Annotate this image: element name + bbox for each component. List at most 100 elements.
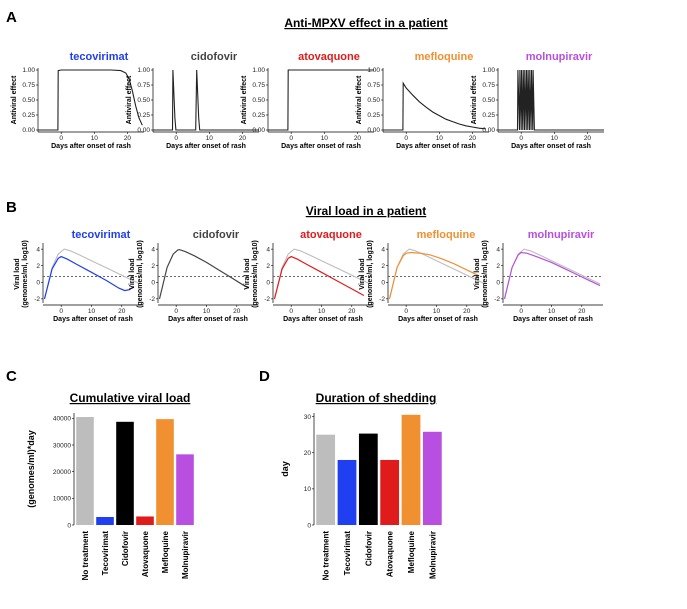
x-axis-label: Days after onset of rash [51,143,131,150]
category-label: Mefloquine [161,530,170,573]
x-axis-label: Days after onset of rash [396,143,476,150]
bar-molnupiravir [176,454,194,525]
bar-no-treatment [316,434,336,525]
y-tick-label: 0.00 [367,127,380,134]
y-tick-label: 2 [36,263,40,270]
y-axis-label-line1: Viral load [359,258,366,289]
x-axis-label: Days after onset of rash [511,143,591,150]
drug-title-b-atovaquone: atovaquone [300,229,362,241]
panel-c-chart: 0 10000 20000 30000 40000 (genomes/ml)*day No … [26,413,194,580]
series-line-cidofovir [153,69,259,131]
y-tick-label: 0.00 [137,127,150,134]
y-axis-label-line2: (genomes/ml, log10) [252,240,259,308]
y-tick-label: -2 [264,296,270,303]
category-label: Tecovirimat [101,531,110,576]
y-axis-label-line2: (genomes/ml, log10) [482,240,489,308]
y-tick-label: 0.75 [367,82,380,89]
x-tick-label: 10 [436,135,444,142]
x-axis-label: Days after onset of rash [53,316,133,323]
drug-title-a-atovaquone: atovaquone [298,51,360,63]
x-tick-label: 0 [59,308,63,315]
x-tick-label: 10 [321,135,329,142]
category-label: Mefloquine [407,530,416,573]
y-axis-label: Antiviral effect [126,75,133,124]
panel-c-title: Cumulative viral load [70,391,191,405]
category-label: Cidofovir [121,531,130,566]
y-axis-label-line1: Viral load [14,258,21,289]
y-tick-label: 0 [67,522,71,529]
x-tick-label: 10 [206,135,214,142]
x-tick-label: 0 [519,308,523,315]
no-treatment-line [273,248,371,300]
x-tick-label: 20 [118,308,126,315]
drug-title-b-tecovirimat: tecovirimat [72,229,131,241]
y-tick-label: 0.25 [367,112,380,119]
x-tick-label: 0 [59,135,63,142]
y-tick-label: 10 [304,486,312,493]
x-tick-label: 10 [318,308,326,315]
y-tick-label: 0.25 [137,112,150,119]
y-tick-label: 4 [36,246,40,253]
bar-no-treatment [76,417,94,525]
bar-mefloquine [401,414,421,525]
category-label: Molnupiravir [181,531,190,579]
y-tick-label: 0.75 [482,82,495,89]
bar-atovaquone [136,516,154,525]
y-tick-label: 4 [266,246,270,253]
series-line-molnupiravir [503,251,601,300]
no-treatment-line [503,248,601,300]
y-tick-label: -2 [494,296,500,303]
x-axis-label: Days after onset of rash [513,316,593,323]
x-axis-label: Days after onset of rash [398,316,478,323]
x-tick-label: 20 [469,135,477,142]
series-line-molnupiravir [498,69,604,131]
category-label: Tecovirimat [343,531,352,576]
x-tick-label: 20 [463,308,471,315]
no-treatment-line [43,248,141,300]
bar-molnupiravir [422,431,442,525]
x-tick-label: 0 [519,135,523,142]
y-tick-label: 4 [496,246,500,253]
x-axis-label: Days after onset of rash [166,143,246,150]
y-tick-label: 30000 [53,442,71,449]
y-axis-label: Antiviral effect [356,75,363,124]
bar-tecovirimat [337,459,357,525]
y-tick-label: 0.75 [22,82,35,89]
y-tick-label: 1.00 [137,67,150,74]
panel-letter-b: B [6,199,17,216]
category-label: No treatment [322,531,331,581]
y-tick-label: 2 [381,263,385,270]
y-tick-label: 1.00 [252,67,265,74]
y-axis-label-line2: (genomes/ml, log10) [367,240,374,308]
x-tick-label: 10 [88,308,96,315]
drug-title-a-mefloquine: mefloquine [415,51,474,63]
x-tick-label: 20 [124,135,132,142]
y-tick-label: 4 [151,246,155,253]
y-tick-label: 0.50 [367,97,380,104]
y-axis-label: (genomes/ml)*day [26,430,36,508]
panel-d-chart: 0 10 20 30 day No treatment Tecovirimat Cidofov… [280,413,442,580]
bar-tecovirimat [96,517,114,525]
y-tick-label: 0.00 [482,127,495,134]
panel-a-title: Anti-MPXV effect in a patient [284,16,447,30]
y-tick-label: 0.00 [252,127,265,134]
y-tick-label: 2 [151,263,155,270]
series-line-mefloquine [388,251,480,300]
bar-atovaquone [380,459,400,525]
x-tick-label: 20 [239,135,247,142]
y-tick-label: 1.00 [482,67,495,74]
y-tick-label: 0.50 [482,97,495,104]
y-tick-label: 0.25 [482,112,495,119]
y-tick-label: 30 [304,414,312,421]
category-label: Molnupiravir [428,531,437,579]
x-tick-label: 0 [404,308,408,315]
x-axis-label: Days after onset of rash [283,316,363,323]
